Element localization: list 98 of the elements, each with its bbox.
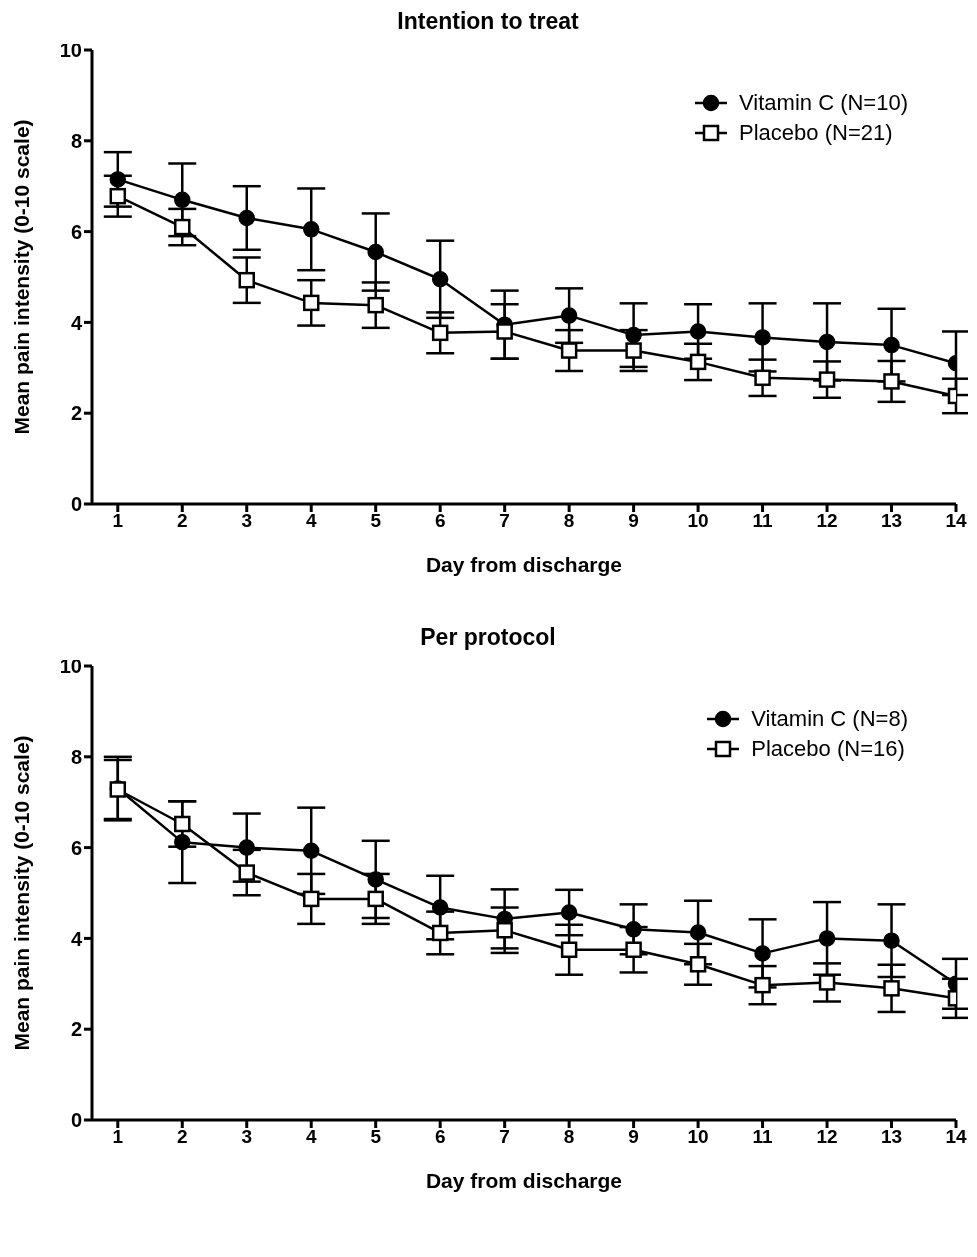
point	[754, 369, 771, 387]
point	[883, 980, 900, 997]
point	[174, 218, 191, 236]
x-tick-label: 8	[563, 510, 575, 532]
x-tick-label: 13	[880, 1126, 903, 1148]
point	[367, 871, 384, 888]
point	[302, 890, 320, 908]
x-tick-label: 2	[176, 510, 188, 532]
x-tick-label: 8	[563, 1126, 575, 1148]
point	[754, 945, 771, 962]
point	[818, 930, 836, 947]
point	[302, 221, 320, 238]
point	[238, 209, 255, 227]
legend-label: Vitamin C (N=8)	[751, 706, 908, 732]
x-axis-title: Day from discharge	[425, 553, 623, 576]
point	[818, 371, 836, 388]
point	[560, 904, 578, 921]
legend-label: Vitamin C (N=10)	[739, 90, 908, 116]
chart-title: Per protocol	[420, 624, 556, 650]
point	[238, 864, 255, 881]
y-tick-label: 10	[59, 39, 82, 62]
x-tick-label: 11	[752, 510, 774, 532]
point	[431, 271, 449, 288]
x-tick-label: 5	[370, 510, 382, 532]
point	[174, 833, 191, 851]
x-tick-label: 10	[687, 510, 709, 532]
point	[689, 956, 707, 973]
y-tick-label: 6	[70, 836, 82, 859]
y-tick-label: 4	[70, 311, 83, 334]
x-tick-label: 12	[816, 510, 838, 532]
x-tick-label: 14	[945, 1126, 967, 1148]
x-tick-label: 9	[628, 510, 639, 532]
point	[625, 326, 642, 344]
y-tick-label: 4	[70, 927, 83, 950]
x-axis-title: Day from discharge	[425, 1169, 623, 1192]
x-tick-label: 13	[880, 510, 903, 532]
x-tick-label: 7	[499, 510, 510, 532]
x-tick-label: 3	[241, 1126, 253, 1148]
x-tick-label: 9	[628, 1126, 639, 1148]
point	[560, 342, 578, 359]
point	[625, 921, 642, 938]
y-axis-title: Mean pain intensity (0-10 scale)	[10, 119, 34, 435]
point	[174, 815, 191, 833]
legend-label: Placebo (N=16)	[751, 736, 905, 762]
point	[560, 307, 578, 324]
point	[367, 890, 384, 908]
x-tick-label: 10	[687, 1126, 709, 1148]
x-tick-label: 3	[241, 510, 253, 532]
y-tick-label: 8	[70, 745, 82, 768]
chart-title: Intention to treat	[397, 8, 579, 34]
point	[367, 243, 384, 261]
x-tick-label: 4	[305, 1126, 317, 1148]
point	[754, 329, 771, 346]
y-tick-label: 0	[70, 1109, 82, 1132]
point	[174, 191, 191, 209]
point	[496, 921, 513, 939]
y-tick-label: 6	[70, 220, 82, 243]
point	[431, 324, 449, 342]
x-tick-label: 12	[816, 1126, 838, 1148]
point	[560, 941, 578, 958]
x-tick-label: 1	[112, 510, 124, 532]
point	[109, 187, 127, 205]
point	[367, 296, 384, 314]
point	[625, 342, 642, 359]
y-axis-title: Mean pain intensity (0-10 scale)	[10, 735, 34, 1051]
y-tick-label: 2	[70, 402, 82, 425]
x-tick-label: 5	[370, 1126, 382, 1148]
point	[109, 171, 127, 188]
point	[883, 336, 900, 354]
x-tick-label: 7	[499, 1126, 510, 1148]
x-tick-label: 4	[305, 510, 317, 532]
point	[238, 271, 255, 289]
point	[238, 839, 255, 856]
y-tick-label: 10	[59, 655, 82, 678]
y-tick-label: 8	[70, 129, 82, 152]
point	[431, 924, 449, 942]
x-tick-label: 14	[945, 510, 967, 532]
y-tick-label: 0	[70, 493, 82, 516]
point	[302, 294, 320, 312]
x-tick-label: 6	[434, 510, 446, 532]
point	[883, 932, 900, 949]
point	[689, 924, 707, 941]
point	[431, 899, 449, 916]
point	[883, 373, 900, 390]
point	[818, 333, 836, 351]
point	[754, 976, 771, 994]
point	[496, 323, 513, 340]
legend-label: Placebo (N=21)	[739, 120, 893, 146]
x-tick-label: 2	[176, 1126, 188, 1148]
x-tick-label: 6	[434, 1126, 446, 1148]
y-tick-label: 2	[70, 1018, 82, 1041]
x-tick-label: 1	[112, 1126, 124, 1148]
x-tick-label: 11	[752, 1126, 774, 1148]
point	[689, 323, 707, 340]
point	[689, 353, 707, 371]
point	[302, 842, 320, 860]
point	[818, 974, 836, 991]
point	[625, 941, 642, 958]
